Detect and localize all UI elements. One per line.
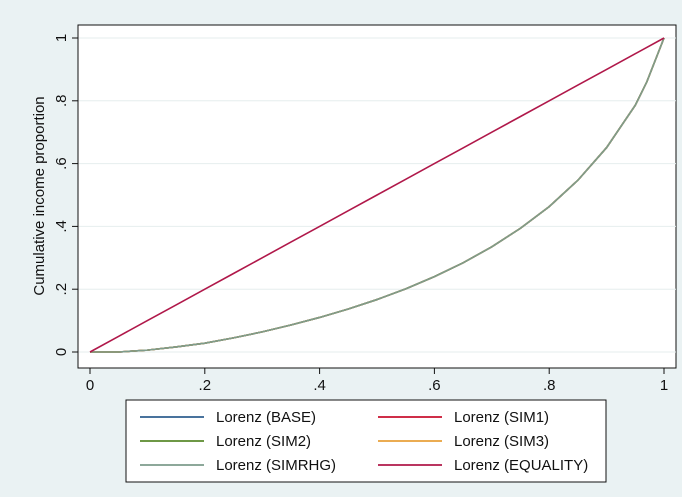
legend-entry: Lorenz (BASE) xyxy=(216,409,316,426)
y-axis-title: Cumulative income proportion xyxy=(31,96,48,295)
legend-entry: Lorenz (SIM2) xyxy=(216,433,311,450)
grid-lines xyxy=(78,37,676,353)
y-tick-label: 1 xyxy=(53,34,70,42)
x-tick-label: .4 xyxy=(313,377,326,394)
x-tick-label: 0 xyxy=(86,377,94,394)
y-tick-label: .8 xyxy=(53,95,70,108)
y-axis: 0 .2 .4 .6 .8 1 xyxy=(53,25,79,368)
y-tick-label: 0 xyxy=(53,348,70,356)
y-tick-label: .2 xyxy=(53,283,70,296)
x-axis: 0 .2 .4 .6 .8 1 xyxy=(78,367,676,394)
y-tick-label: .6 xyxy=(53,157,70,170)
legend-entry: Lorenz (EQUALITY) xyxy=(454,457,588,474)
x-tick-label: .8 xyxy=(543,377,556,394)
series-line-4 xyxy=(90,37,665,353)
y-tick-label: .4 xyxy=(53,220,70,233)
x-tick-label: .6 xyxy=(428,377,441,394)
legend-entry: Lorenz (SIMRHG) xyxy=(216,457,336,474)
x-tick-label: 1 xyxy=(660,377,668,394)
plot-area xyxy=(77,24,677,369)
legend-entry: Lorenz (SIM3) xyxy=(454,433,549,450)
legend-entry: Lorenz (SIM1) xyxy=(454,409,549,426)
x-tick-label: .2 xyxy=(199,377,212,394)
series-line-5 xyxy=(89,37,665,353)
series-lines xyxy=(89,37,665,353)
legend: Lorenz (BASE) Lorenz (SIM1) Lorenz (SIM2) L… xyxy=(140,409,588,474)
legend-box xyxy=(125,399,607,483)
